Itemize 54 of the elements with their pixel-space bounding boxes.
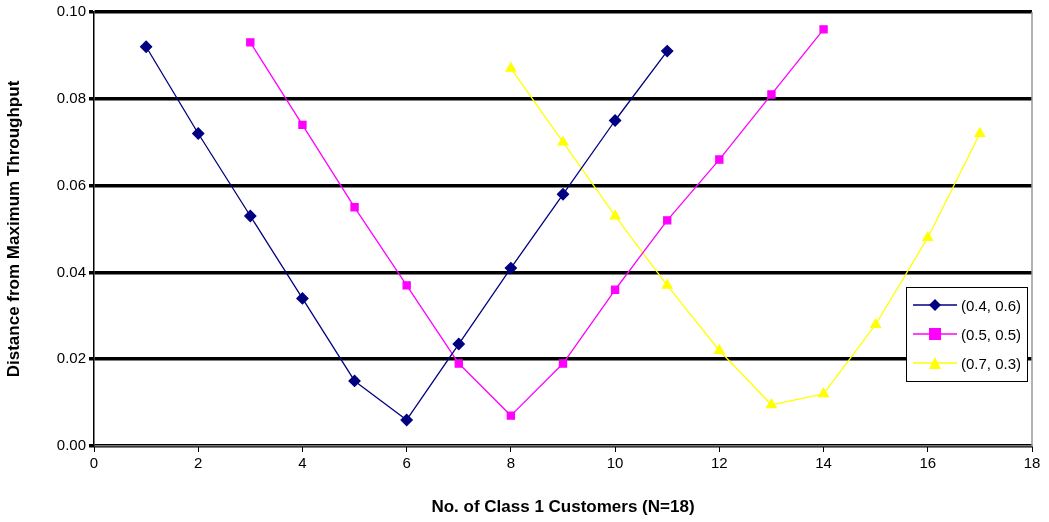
point [819, 25, 828, 34]
x-axis-title: No. of Class 1 Customers (N=18) [431, 497, 695, 517]
point [244, 209, 257, 223]
point [610, 285, 620, 294]
point [505, 62, 517, 72]
y-tick-label: 0.00 [56, 436, 86, 454]
point [608, 114, 622, 127]
point [870, 318, 882, 328]
point [504, 261, 518, 275]
y-axis-title: Distance from Maximum Throughput [3, 80, 23, 378]
point [974, 127, 986, 137]
x-tick-label: 10 [606, 454, 624, 472]
x-tick-label: 8 [506, 454, 516, 472]
x-tick-label: 6 [402, 454, 411, 472]
y-tick-label: 0.06 [56, 175, 86, 193]
point [609, 209, 621, 220]
y-tick-label: 0.08 [56, 88, 86, 106]
legend-label: (0.4, 0.6) [961, 296, 1022, 314]
y-tick-label: 0.10 [56, 2, 86, 20]
point [661, 44, 674, 58]
x-tick-label: 12 [710, 454, 728, 472]
y-tick-label: 0.04 [56, 262, 86, 280]
x-tick-label: 14 [815, 454, 832, 472]
point [558, 359, 568, 368]
point [766, 398, 777, 409]
point [246, 38, 255, 47]
point [922, 231, 934, 242]
point [298, 120, 307, 130]
point [661, 279, 673, 289]
point [767, 90, 776, 99]
point [402, 281, 411, 290]
point [454, 359, 463, 368]
point [350, 203, 359, 212]
y-tick-label: 0.02 [56, 349, 86, 367]
point [192, 127, 205, 140]
point [557, 136, 569, 146]
x-tick-label: 2 [194, 454, 203, 472]
point [663, 216, 672, 225]
x-tick-label: 4 [298, 454, 307, 472]
point [400, 413, 413, 427]
point [296, 292, 309, 305]
point [452, 337, 465, 351]
x-tick-label: 16 [919, 454, 937, 472]
legend-label: (0.5, 0.5) [961, 325, 1022, 343]
point [818, 387, 829, 398]
point [713, 344, 725, 354]
point [506, 411, 516, 420]
point [139, 40, 153, 53]
point [715, 155, 724, 164]
x-tick-label: 18 [1023, 454, 1041, 472]
point [348, 374, 361, 388]
x-tick-label: 0 [89, 454, 99, 472]
legend-label: (0.7, 0.3) [961, 354, 1022, 372]
point [556, 188, 570, 201]
